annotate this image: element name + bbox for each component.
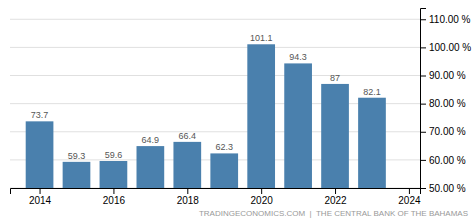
x-tick: 2022	[324, 188, 347, 206]
x-tick-mark	[261, 188, 262, 194]
y-tick: 100.00 %	[420, 42, 471, 53]
y-axis-line	[421, 9, 427, 189]
bar	[26, 121, 54, 188]
y-tick: 70.00 %	[420, 126, 466, 137]
data-label: 87	[330, 73, 340, 83]
y-tick-mark	[420, 19, 426, 20]
chart: 73.7 59.3 59.6 64.9 66.4 62.3 101.1 94.3 87 82.1 2…	[0, 0, 474, 220]
x-tick-label: 2020	[251, 195, 274, 206]
y-tick-mark	[420, 47, 426, 48]
bar	[358, 98, 386, 188]
bars	[26, 44, 386, 188]
data-label: 66.4	[179, 131, 197, 141]
grid-line	[10, 19, 420, 20]
x-tick: 2020	[251, 188, 274, 206]
y-tick-mark	[420, 160, 426, 161]
y-tick: 50.00 %	[420, 183, 466, 194]
x-tick-label: 2022	[324, 195, 347, 206]
y-tick-label: 50.00 %	[429, 183, 466, 194]
plot: 73.7 59.3 59.6 64.9 66.4 62.3 101.1 94.3 87 82.1 2…	[10, 9, 471, 220]
x-tick: 2016	[103, 188, 126, 206]
x-tick-mark	[335, 188, 336, 194]
y-tick-label: 60.00 %	[429, 155, 466, 166]
x-axis: 2014 2016 2018 2020 2022 2024	[11, 188, 421, 206]
y-tick-mark	[420, 76, 426, 77]
data-label: 59.6	[105, 150, 123, 160]
y-tick-label: 70.00 %	[429, 126, 466, 137]
x-tick-label: 2014	[29, 195, 52, 206]
data-label: 94.3	[289, 52, 307, 62]
y-tick-mark	[420, 132, 426, 133]
annotations: TRADINGECONOMICS.COM | THE CENTRAL BANK …	[199, 209, 468, 218]
x-axis-line	[11, 189, 421, 195]
bar	[173, 142, 201, 188]
x-tick-mark	[113, 188, 114, 194]
data-label: 59.3	[68, 151, 86, 161]
x-tick-label: 2024	[398, 195, 421, 206]
y-tick: 80.00 %	[420, 98, 466, 109]
y-tick-mark	[420, 104, 426, 105]
y-tick: 110.00 %	[420, 14, 471, 25]
x-tick: 2014	[29, 188, 52, 206]
data-label: 62.3	[215, 142, 233, 152]
x-tick: 2018	[177, 188, 200, 206]
grid-line	[10, 47, 420, 48]
x-tick-mark	[187, 188, 188, 194]
y-tick: 90.00 %	[420, 70, 466, 81]
x-tick-label: 2018	[177, 195, 200, 206]
bar	[100, 161, 128, 188]
y-tick-label: 80.00 %	[429, 98, 466, 109]
bar	[63, 162, 91, 188]
bar	[284, 63, 312, 188]
data-label: 101.1	[250, 33, 273, 43]
bar	[321, 84, 349, 188]
bar	[137, 146, 165, 188]
data-label: 73.7	[31, 110, 49, 120]
data-label: 82.1	[363, 87, 381, 97]
y-axis: 50.00 % 60.00 % 70.00 % 80.00 % 90.00 % 100.0…	[420, 9, 471, 194]
data-label: 64.9	[142, 135, 160, 145]
grid-line	[10, 75, 420, 76]
x-tick-label: 2016	[103, 195, 126, 206]
x-tick-mark	[409, 188, 410, 194]
y-tick-label: 110.00 %	[429, 14, 471, 25]
bar	[247, 44, 275, 188]
x-tick: 2024	[398, 188, 421, 206]
y-tick: 60.00 %	[420, 155, 466, 166]
x-tick-mark	[40, 188, 41, 194]
y-tick-label: 100.00 %	[429, 42, 471, 53]
bar	[210, 153, 238, 188]
y-tick-mark	[420, 188, 426, 189]
watermark: TRADINGECONOMICS.COM | THE CENTRAL BANK …	[199, 209, 468, 218]
y-tick-label: 90.00 %	[429, 70, 466, 81]
data-labels: 73.7 59.3 59.6 64.9 66.4 62.3 101.1 94.3 87 82.1	[31, 33, 381, 161]
